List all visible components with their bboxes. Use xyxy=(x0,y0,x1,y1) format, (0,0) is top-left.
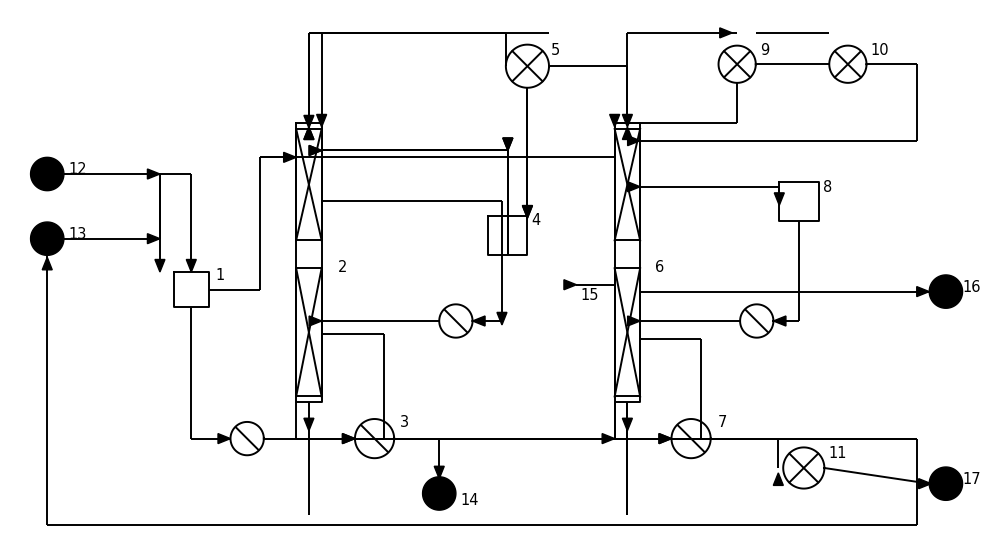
Polygon shape xyxy=(342,434,355,443)
Polygon shape xyxy=(147,169,160,179)
Polygon shape xyxy=(304,127,314,139)
Polygon shape xyxy=(304,418,314,431)
Text: 13: 13 xyxy=(69,227,87,242)
Polygon shape xyxy=(773,316,786,326)
Polygon shape xyxy=(628,182,640,191)
Polygon shape xyxy=(564,280,576,290)
Polygon shape xyxy=(186,259,196,272)
Text: 8: 8 xyxy=(823,180,833,195)
Polygon shape xyxy=(622,127,632,139)
Text: 7: 7 xyxy=(718,415,727,430)
Text: 17: 17 xyxy=(963,472,981,487)
Polygon shape xyxy=(42,257,52,270)
Polygon shape xyxy=(284,152,296,162)
Text: 14: 14 xyxy=(461,493,479,509)
Text: 5: 5 xyxy=(551,42,560,58)
Polygon shape xyxy=(218,434,230,443)
Polygon shape xyxy=(423,477,456,510)
Polygon shape xyxy=(147,234,160,244)
Polygon shape xyxy=(720,28,732,38)
Polygon shape xyxy=(929,275,963,308)
Text: 1: 1 xyxy=(216,268,225,283)
Polygon shape xyxy=(628,135,640,146)
Polygon shape xyxy=(503,138,513,151)
Text: 9: 9 xyxy=(760,42,769,58)
Text: 3: 3 xyxy=(400,415,409,430)
Polygon shape xyxy=(622,418,632,431)
Polygon shape xyxy=(917,287,929,296)
Polygon shape xyxy=(155,259,165,272)
Polygon shape xyxy=(610,114,620,127)
Polygon shape xyxy=(774,193,784,206)
Polygon shape xyxy=(522,206,532,218)
Polygon shape xyxy=(473,316,485,326)
Polygon shape xyxy=(342,434,355,443)
Polygon shape xyxy=(503,138,513,151)
Polygon shape xyxy=(522,206,532,218)
Text: 11: 11 xyxy=(828,447,847,461)
Text: 4: 4 xyxy=(531,213,541,228)
Polygon shape xyxy=(622,114,632,127)
Polygon shape xyxy=(628,316,640,326)
Polygon shape xyxy=(309,145,322,156)
Polygon shape xyxy=(659,434,672,443)
Polygon shape xyxy=(659,434,672,443)
Text: 16: 16 xyxy=(963,280,981,295)
Polygon shape xyxy=(31,157,64,190)
Polygon shape xyxy=(309,316,322,326)
Polygon shape xyxy=(929,467,963,500)
Polygon shape xyxy=(31,222,64,255)
Polygon shape xyxy=(304,115,314,128)
Text: 12: 12 xyxy=(69,162,87,177)
Text: 6: 6 xyxy=(655,260,664,275)
Text: 10: 10 xyxy=(870,42,889,58)
Polygon shape xyxy=(317,114,327,127)
Polygon shape xyxy=(304,127,314,139)
Text: 2: 2 xyxy=(338,260,348,275)
Polygon shape xyxy=(919,479,931,489)
Polygon shape xyxy=(773,473,783,485)
Polygon shape xyxy=(497,312,507,325)
Text: 15: 15 xyxy=(580,288,599,302)
Polygon shape xyxy=(602,434,615,443)
Polygon shape xyxy=(434,466,444,479)
Polygon shape xyxy=(309,145,322,156)
